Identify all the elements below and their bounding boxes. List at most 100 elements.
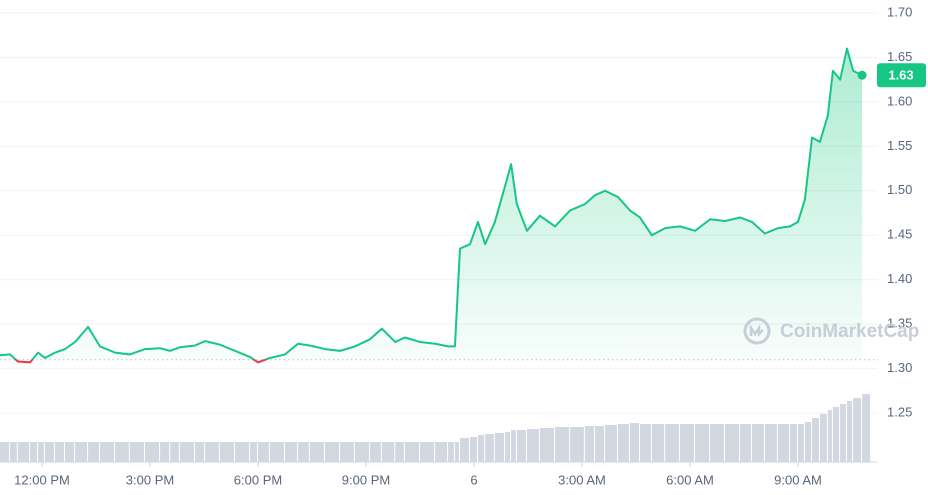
volume-bar [764,424,777,462]
volume-bar [435,442,448,462]
volume-bar [804,422,812,462]
volume-bar [195,442,205,462]
volume-bar [819,414,827,462]
price-badge-label: 1.63 [888,68,913,83]
y-tick-label: 1.45 [887,227,912,242]
volume-bar [798,424,804,462]
volume-bar [511,430,516,462]
y-tick-label: 1.60 [887,93,912,108]
last-point [857,70,867,80]
volume-bar [679,424,695,462]
volume-bar [258,442,269,462]
volume-bar [555,427,570,462]
volume-bar [420,442,435,462]
x-tick-label: 6:00 AM [666,472,714,487]
volume-bar [853,398,862,462]
watermark: CoinMarketCap [780,321,919,342]
volume-bar [651,424,665,462]
volume-bar [205,442,219,462]
volume-bar [309,442,324,462]
volume-bar [724,424,740,462]
volume-bar [448,442,454,462]
volume-bar [395,442,404,462]
volume-bar [285,442,297,462]
volume-bar [629,423,639,462]
volume-bar [751,424,764,462]
volume-bar [38,442,44,462]
volume-bar [710,424,724,462]
volume-bar [354,442,369,462]
volume-bar [665,424,679,462]
volume-bar [812,418,819,462]
x-tick-label: 6 [470,472,477,487]
volume-bar [369,442,381,462]
volume-bar [790,424,798,462]
y-tick-label: 1.40 [887,271,912,286]
price-badge [877,63,926,88]
x-tick-label: 9:00 AM [774,472,822,487]
volume-bar [324,442,340,462]
volume-bar [99,442,115,462]
volume-bar [404,442,420,462]
price-area [0,48,863,360]
volume-bar [454,442,459,462]
y-tick-label: 1.55 [887,138,912,153]
volume-bar [584,426,594,462]
volume-bar [75,442,88,462]
x-tick-label: 3:00 PM [126,472,174,487]
volume-bar [639,424,651,462]
y-tick-label: 1.70 [887,4,912,19]
volume-bar [740,424,751,462]
volume-bar [340,442,354,462]
volume-bar [494,433,504,462]
volume-bar [459,438,470,462]
volume-bar [219,442,234,462]
volume-bar [570,427,584,462]
x-tick-label: 3:00 AM [558,472,606,487]
volume-bar [526,429,539,462]
volume-bar [160,442,170,462]
volume-bar [516,430,526,462]
x-tick-label: 12:00 PM [14,472,70,487]
volume-bar [840,404,846,462]
volume-bar [504,432,511,462]
y-tick-label: 1.65 [887,49,912,64]
volume-bar [88,442,99,462]
volume-bar [129,442,144,462]
volume-bar [381,442,395,462]
x-tick-label: 9:00 PM [342,472,390,487]
volume-bar [485,434,494,462]
volume-bar [477,435,485,462]
volume-bar [170,442,179,462]
volume-bar [115,442,129,462]
volume-bar [9,442,17,462]
volume-bar [250,442,258,462]
volume-bar [0,442,9,462]
price-line [0,47,863,364]
volume-bar [144,442,160,462]
volume-bar [44,442,54,462]
volume-bar [777,424,790,462]
volume-bar [695,424,710,462]
volume-bar [827,410,832,462]
volume-bar [470,437,477,462]
volume-bar [234,442,250,462]
x-tick-label: 6:00 PM [234,472,282,487]
volume-bar [65,442,75,462]
volume-bar [297,442,309,462]
watermark-logo [743,317,771,345]
volume-bar [605,425,618,462]
volume-bar [269,442,285,462]
plot [0,12,878,467]
volume-bar [179,442,195,462]
volume-bar [862,394,871,462]
volume-bar [846,401,853,462]
y-tick-label: 1.35 [887,316,912,331]
volume-bar [30,442,38,462]
volume-bar [594,426,605,462]
volume-bar [54,442,65,462]
volume-bar [618,424,629,462]
y-tick-label: 1.25 [887,405,912,420]
y-tick-label: 1.30 [887,360,912,375]
